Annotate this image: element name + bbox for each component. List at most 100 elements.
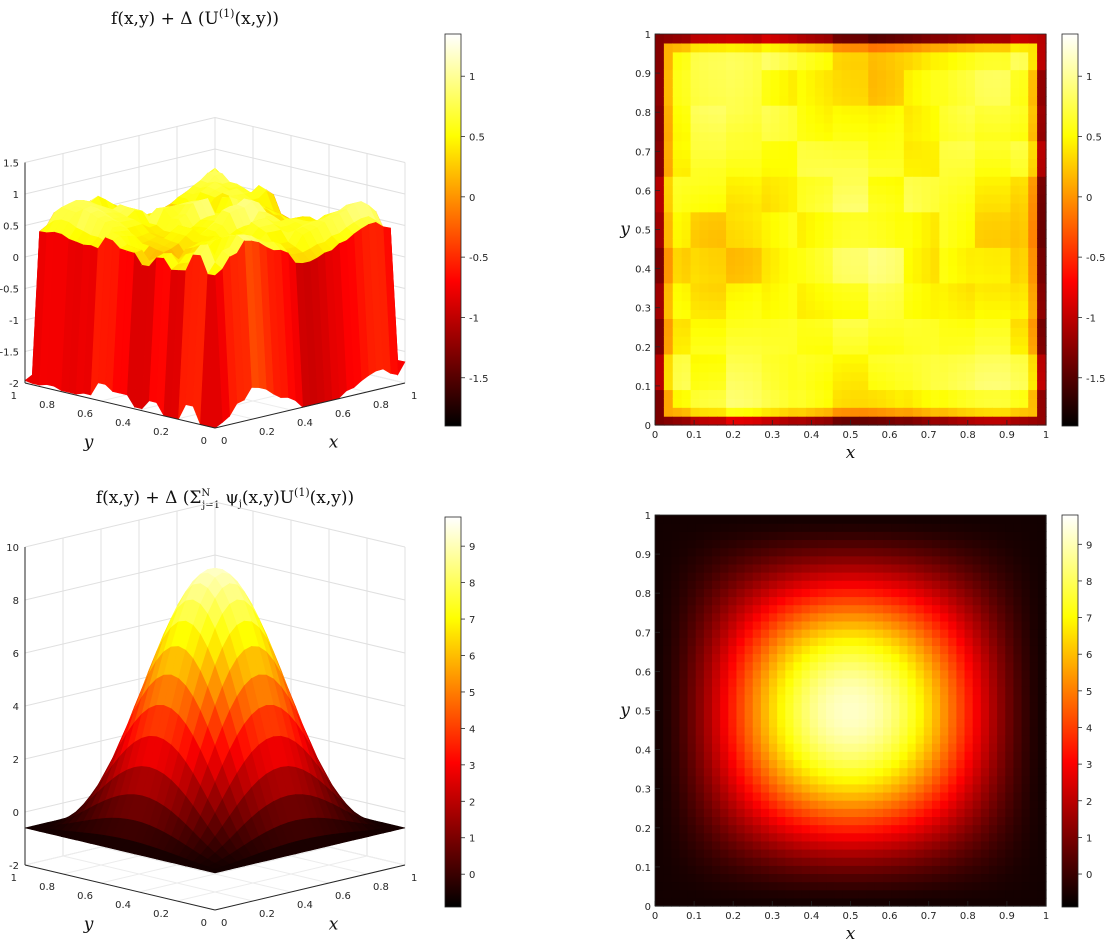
heatmap-cell — [939, 51, 949, 62]
heatmap-cell — [832, 291, 843, 302]
heatmap-cell — [809, 767, 819, 777]
heatmap-cell — [726, 122, 736, 133]
heatmap-cell — [788, 176, 798, 186]
heatmap-cell — [769, 881, 778, 891]
heatmap-cell — [826, 588, 835, 598]
heatmap-cell — [992, 282, 1003, 293]
heatmap-cell — [1010, 416, 1020, 426]
heatmap-cell — [850, 131, 860, 142]
heatmap-cell — [801, 726, 811, 736]
heatmap-cell — [687, 775, 697, 785]
heatmap-cell — [744, 604, 754, 614]
heatmap-cell — [899, 694, 909, 703]
heatmap-cell — [690, 380, 701, 391]
heatmap-cell — [883, 824, 892, 834]
heatmap-cell — [785, 873, 795, 883]
heatmap-cell — [809, 572, 819, 581]
heatmap-cell — [671, 873, 681, 883]
heatmap-cell — [720, 694, 729, 703]
heatmap-cell — [992, 105, 1003, 115]
heatmap-cell — [699, 416, 709, 426]
heatmap-cell — [891, 702, 900, 712]
heatmap-cell — [823, 309, 834, 319]
heatmap-cell — [717, 247, 727, 257]
heatmap-cell — [760, 588, 770, 598]
heatmap-cell — [894, 265, 905, 275]
heatmap-cell — [907, 783, 917, 793]
surface-cell — [206, 868, 224, 874]
heatmap-cell — [894, 131, 905, 142]
heatmap-cell — [907, 816, 917, 826]
heatmap-cell — [1010, 105, 1020, 115]
heatmap-cell — [850, 362, 860, 373]
heatmap-cell — [752, 247, 763, 257]
heatmap-cell — [948, 78, 958, 88]
heatmap-cell — [974, 220, 985, 231]
heatmap-cell — [801, 604, 811, 614]
heatmap-cell — [744, 596, 754, 606]
heatmap-cell — [883, 881, 892, 891]
heatmap-cell — [672, 220, 683, 231]
heatmap-cell — [797, 105, 807, 115]
heatmap-cell — [858, 718, 868, 728]
surface-mesh — [24, 167, 406, 429]
heatmap-cell — [912, 327, 923, 337]
heatmap-cell — [899, 620, 909, 630]
heatmap-cell — [832, 345, 843, 355]
heatmap-cell — [957, 300, 967, 311]
heatmap-cell — [760, 751, 770, 760]
heatmap-cell — [823, 229, 834, 239]
heatmap-cell — [770, 265, 781, 275]
heatmap-cell — [687, 629, 697, 638]
heatmap-cell — [708, 113, 718, 124]
heatmap-cell — [734, 353, 745, 364]
heatmap-cell — [915, 816, 925, 826]
heatmap-cell — [842, 523, 852, 532]
heatmap-cell — [966, 300, 976, 311]
heatmap-cell — [859, 229, 869, 239]
heatmap-cell — [921, 220, 932, 231]
heatmap-cell — [850, 588, 860, 598]
heatmap-cell — [858, 889, 868, 899]
heatmap-cell — [793, 857, 803, 866]
heatmap-cell — [877, 336, 887, 346]
heatmap-cell — [672, 247, 683, 257]
heatmap-cell — [921, 193, 932, 204]
heatmap-cell — [720, 848, 729, 858]
heatmap-cell — [923, 857, 933, 866]
heatmap-cell — [1037, 318, 1047, 328]
heatmap-cell — [1019, 327, 1029, 337]
heatmap-cell — [886, 131, 896, 142]
heatmap-cell — [992, 122, 1003, 133]
heatmap-cell — [690, 282, 701, 293]
heatmap-cell — [655, 588, 664, 598]
heatmap-cell — [877, 247, 887, 257]
heatmap-cell — [734, 291, 745, 302]
heatmap-cell — [921, 149, 932, 160]
heatmap-cell — [736, 604, 746, 614]
heatmap-cell — [663, 51, 674, 62]
heatmap-cell — [695, 677, 705, 687]
heatmap-cell — [907, 515, 917, 524]
heatmap-cell — [761, 185, 772, 195]
heatmap-cell — [708, 318, 718, 328]
heatmap-cell — [930, 265, 940, 275]
heatmap-cell — [699, 389, 709, 399]
heatmap-cell — [793, 563, 803, 573]
heatmap-cell — [891, 865, 900, 875]
heatmap-cell — [930, 51, 940, 62]
heatmap-cell — [712, 539, 721, 549]
heatmap-cell — [832, 193, 843, 204]
heatmap-cell — [679, 645, 689, 655]
heatmap-cell — [899, 832, 909, 842]
heatmap-cell — [983, 229, 994, 239]
heatmap-cell — [1037, 149, 1047, 160]
heatmap-cell — [930, 202, 940, 213]
heatmap-cell — [974, 149, 985, 160]
heatmap-cell — [850, 113, 860, 124]
heatmap-cell — [850, 176, 860, 186]
heatmap-cell — [801, 848, 811, 858]
heatmap-cell — [966, 389, 976, 399]
heatmap-cell — [761, 149, 772, 160]
